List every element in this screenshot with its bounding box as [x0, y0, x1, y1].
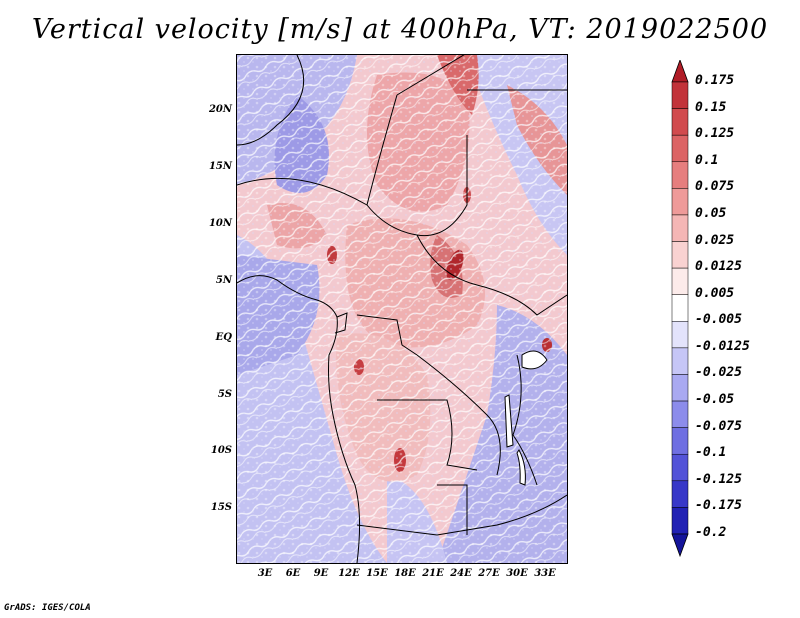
colorbar-bin — [671, 453, 689, 482]
colorbar-bin — [671, 507, 689, 535]
colorbar-bin — [671, 480, 689, 508]
colorbar-bin — [671, 134, 689, 163]
colorbar-level-label: -0.125 — [695, 471, 742, 487]
colorbar-bin — [671, 400, 689, 428]
colorbar-bin — [671, 188, 689, 216]
colorbar-level-label: -0.0125 — [695, 338, 750, 354]
vertical-velocity-field — [237, 55, 567, 563]
colorbar-bin — [671, 161, 689, 189]
colorbar-level-label: -0.025 — [695, 365, 742, 381]
colorbar-level-label: 0.05 — [695, 205, 727, 221]
colorbar-level-label: 0.125 — [695, 126, 735, 142]
lon-tick-label: 30E — [506, 568, 528, 579]
lon-tick-label: 18E — [394, 568, 416, 579]
colorbar-level-label: -0.005 — [695, 312, 742, 328]
lat-tick-label: 5N — [215, 275, 232, 286]
lon-tick-label: 15E — [366, 568, 388, 579]
map-field — [236, 54, 568, 564]
colorbar — [671, 60, 689, 558]
colorbar-bin — [671, 214, 689, 242]
colorbar-bin — [671, 267, 689, 295]
lat-tick-label: 20N — [208, 104, 232, 115]
lat-tick-label: 5S — [217, 389, 232, 400]
colorbar-bin — [671, 321, 689, 349]
colorbar-bin — [671, 108, 689, 136]
lat-tick-label: 10S — [210, 445, 232, 456]
colorbar-level-label: -0.075 — [695, 418, 742, 434]
lon-tick-label: 27E — [478, 568, 500, 579]
colorbar-bin — [671, 81, 689, 109]
colorbar-level-label: 0.025 — [695, 232, 735, 248]
lat-tick-label: 15S — [210, 502, 232, 513]
colorbar-bin — [671, 60, 689, 83]
lon-tick-label: 33E — [534, 568, 556, 579]
grads-credit: GrADS: IGES/COLA — [4, 603, 91, 613]
colorbar-level-label: -0.175 — [695, 498, 742, 514]
lon-tick-label: 6E — [285, 568, 301, 579]
colorbar-level-label: 0.0125 — [695, 259, 742, 275]
colorbar-level-label: 0.075 — [695, 179, 735, 195]
colorbar-bin — [671, 427, 689, 455]
colorbar-bin — [671, 241, 689, 269]
chart-title: Vertical velocity [m/s] at 400hPa, VT: 2… — [31, 14, 769, 45]
colorbar-level-label: 0.005 — [695, 285, 735, 301]
lat-tick-label: 15N — [208, 161, 232, 172]
lon-tick-label: 21E — [422, 568, 444, 579]
colorbar-bin — [671, 374, 689, 402]
colorbar-bin — [671, 347, 689, 375]
colorbar-bin — [671, 533, 689, 558]
colorbar-level-label: 0.1 — [695, 152, 719, 168]
lat-tick-label: EQ — [215, 332, 232, 343]
colorbar-level-label: -0.05 — [695, 392, 735, 408]
colorbar-level-label: 0.175 — [695, 73, 735, 88]
colorbar-bin — [671, 294, 689, 322]
colorbar-level-label: -0.2 — [695, 525, 727, 540]
colorbar-level-label: 0.15 — [695, 99, 727, 115]
lon-tick-label: 24E — [450, 568, 472, 579]
lon-tick-label: 9E — [313, 568, 329, 579]
colorbar-level-label: -0.1 — [695, 445, 727, 461]
lat-tick-label: 10N — [208, 218, 232, 229]
lon-tick-label: 3E — [257, 568, 273, 579]
lon-tick-label: 12E — [338, 568, 360, 579]
